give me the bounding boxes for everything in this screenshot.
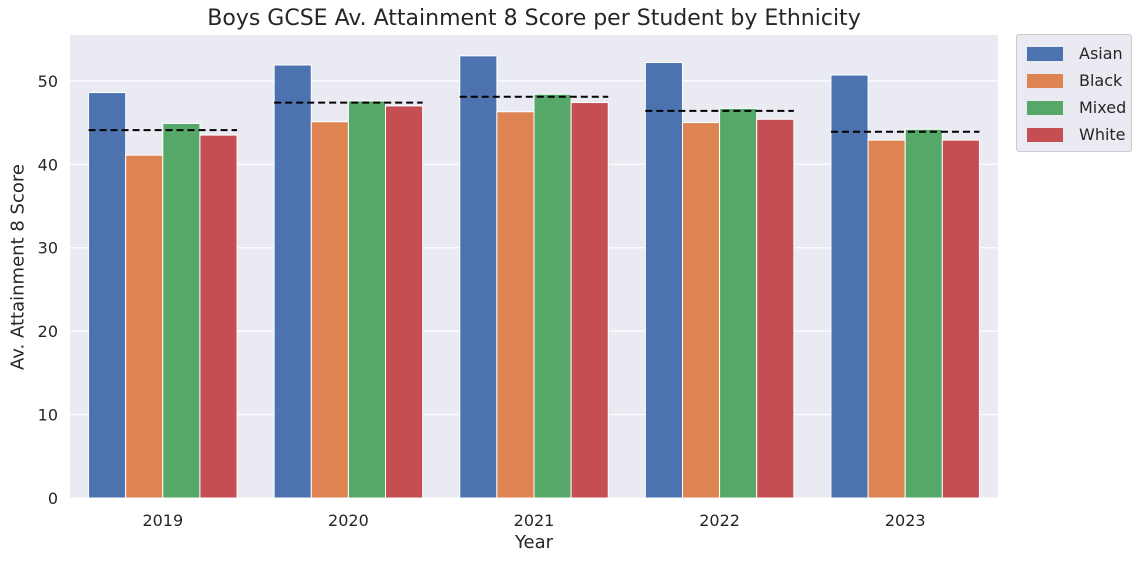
legend-item-black: Black bbox=[1027, 67, 1131, 94]
tick-labels: 0 10 20 30 40 50 2019 2020 2021 2022 2023 bbox=[38, 72, 926, 530]
legend-item-mixed: Mixed bbox=[1027, 94, 1131, 121]
bar-black-2022 bbox=[681, 122, 721, 499]
bar-black-2021 bbox=[496, 111, 535, 499]
bar-asian-2019 bbox=[88, 92, 127, 499]
bar-white-2023 bbox=[941, 139, 980, 499]
y-tick-label-20: 20 bbox=[38, 322, 58, 341]
bar-asian-2021 bbox=[459, 55, 498, 499]
bar-mixed-2020 bbox=[347, 100, 387, 499]
chart-title: Boys GCSE Av. Attainment 8 Score per Stu… bbox=[207, 6, 861, 31]
reference-lines bbox=[88, 95, 980, 133]
legend-label-black: Black bbox=[1079, 71, 1123, 90]
x-tick-label-2023: 2023 bbox=[885, 511, 926, 530]
legend-swatch-mixed bbox=[1027, 100, 1063, 115]
x-tick-label-2021: 2021 bbox=[514, 511, 555, 530]
legend-item-asian: Asian bbox=[1027, 40, 1131, 67]
x-axis-label: Year bbox=[514, 532, 554, 553]
y-tick-label-30: 30 bbox=[38, 239, 58, 258]
legend-swatch-white bbox=[1027, 127, 1063, 142]
legend-item-white: White bbox=[1027, 121, 1131, 148]
legend-label-white: White bbox=[1079, 125, 1126, 144]
legend-label-mixed: Mixed bbox=[1079, 98, 1127, 117]
bar-mixed-2021 bbox=[533, 93, 572, 499]
bar-white-2021 bbox=[570, 102, 609, 499]
bar-mixed-2022 bbox=[719, 107, 758, 499]
y-tick-label-0: 0 bbox=[48, 489, 58, 508]
bar-white-2020 bbox=[385, 105, 424, 499]
bars bbox=[88, 55, 980, 499]
x-tick-label-2019: 2019 bbox=[142, 511, 183, 530]
y-axis-label: Av. Attainment 8 Score bbox=[7, 164, 29, 370]
x-tick-label-2022: 2022 bbox=[699, 511, 740, 530]
bar-white-2019 bbox=[199, 134, 238, 499]
y-tick-label-10: 10 bbox=[38, 406, 58, 425]
legend-swatch-asian bbox=[1027, 46, 1063, 61]
bar-white-2022 bbox=[756, 118, 795, 499]
legend: Asian Black Mixed White bbox=[1016, 34, 1132, 152]
y-tick-label-40: 40 bbox=[38, 155, 58, 174]
bar-black-2019 bbox=[125, 154, 164, 499]
bar-mixed-2023 bbox=[904, 128, 943, 499]
bar-black-2020 bbox=[310, 121, 349, 499]
bar-mixed-2019 bbox=[162, 122, 201, 499]
legend-swatch-black bbox=[1027, 73, 1063, 88]
x-tick-label-2020: 2020 bbox=[328, 511, 369, 530]
y-tick-label-50: 50 bbox=[38, 72, 58, 91]
bar-asian-2020 bbox=[273, 64, 312, 499]
bar-black-2023 bbox=[867, 139, 906, 499]
legend-label-asian: Asian bbox=[1079, 44, 1123, 63]
bar-asian-2023 bbox=[830, 74, 869, 499]
bar-asian-2022 bbox=[644, 62, 683, 499]
